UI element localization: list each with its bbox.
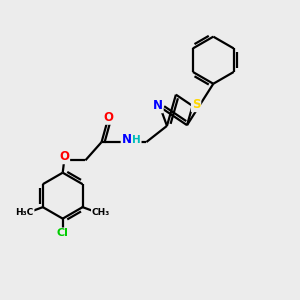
Text: Cl: Cl <box>57 228 69 239</box>
Text: CH₃: CH₃ <box>92 208 110 217</box>
Text: H₃C: H₃C <box>15 208 34 217</box>
Text: O: O <box>104 111 114 124</box>
Text: S: S <box>192 98 200 111</box>
Text: H: H <box>132 135 141 145</box>
Text: N: N <box>122 133 132 146</box>
Text: O: O <box>59 150 69 163</box>
Text: N: N <box>153 99 163 112</box>
